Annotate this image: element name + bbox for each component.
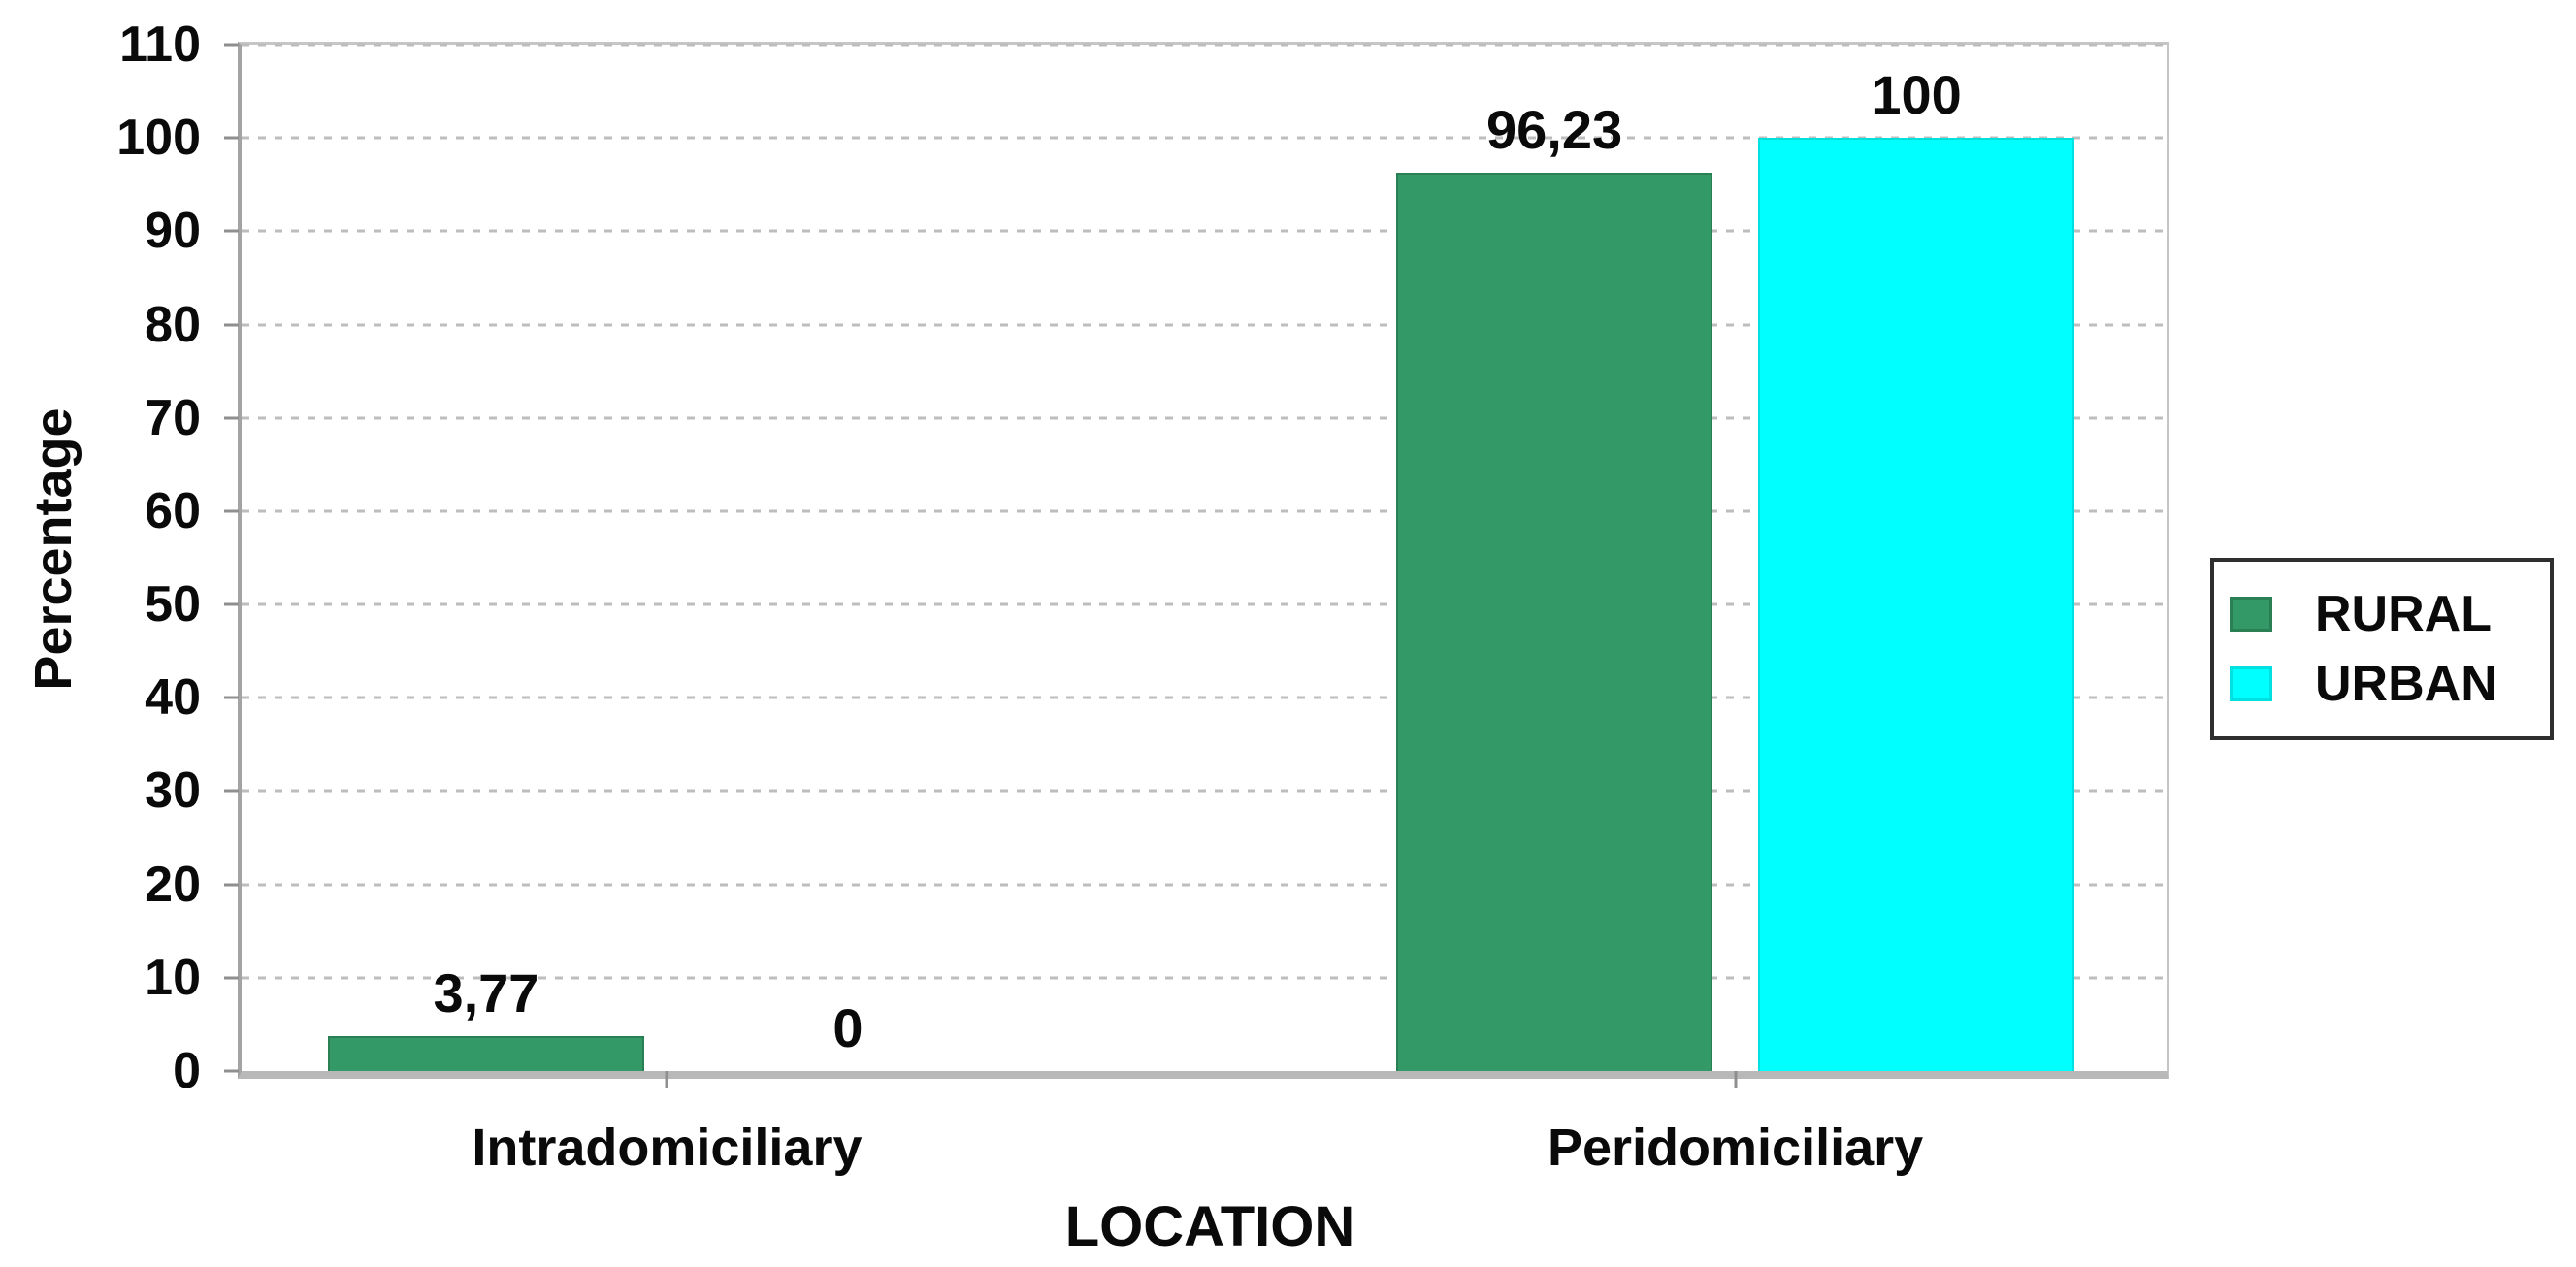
y-tick-70 bbox=[224, 416, 239, 420]
x-tick-peridomiciliary bbox=[1734, 1071, 1738, 1088]
y-tick-50 bbox=[224, 602, 239, 606]
value-label-peridomiciliary-urban: 100 bbox=[1871, 64, 1962, 126]
gridline-30 bbox=[242, 789, 2167, 793]
legend-box: RURAL URBAN bbox=[2210, 558, 2554, 740]
gridline-70 bbox=[242, 416, 2167, 420]
y-tick-10 bbox=[224, 976, 239, 980]
value-label-peridomiciliary-rural: 96,23 bbox=[1486, 99, 1623, 161]
plot-area: 3,77 0 Intradomiciliary 96,23 100 Peridomicil… bbox=[224, 42, 2169, 1174]
y-tick-label-80: 80 bbox=[145, 296, 201, 353]
value-label-intradomiciliary-urban: 0 bbox=[832, 997, 864, 1058]
bar-intradomiciliary-rural bbox=[328, 1035, 644, 1071]
y-tick-110 bbox=[224, 43, 239, 47]
y-tick-label-90: 90 bbox=[145, 203, 201, 260]
gridline-60 bbox=[242, 509, 2167, 513]
category-label-intradomiciliary: Intradomiciliary bbox=[472, 1119, 863, 1177]
y-tick-label-40: 40 bbox=[145, 669, 201, 727]
legend-label-rural: RURAL bbox=[2315, 586, 2492, 642]
gridline-80 bbox=[242, 323, 2167, 327]
y-tick-60 bbox=[224, 509, 239, 513]
gridline-90 bbox=[242, 229, 2167, 233]
y-tick-label-100: 100 bbox=[116, 110, 201, 167]
gridline-20 bbox=[242, 883, 2167, 887]
bar-peridomiciliary-rural bbox=[1396, 173, 1712, 1071]
bar-peridomiciliary-urban bbox=[1758, 138, 2074, 1071]
y-tick-label-30: 30 bbox=[145, 763, 201, 820]
y-tick-30 bbox=[224, 789, 239, 793]
y-tick-40 bbox=[224, 696, 239, 699]
y-tick-100 bbox=[224, 136, 239, 140]
y-tick-90 bbox=[224, 229, 239, 233]
y-tick-label-20: 20 bbox=[145, 856, 201, 913]
y-tick-0 bbox=[224, 1069, 239, 1073]
category-label-peridomiciliary: Peridomiciliary bbox=[1547, 1119, 1924, 1177]
y-tick-label-0: 0 bbox=[173, 1043, 201, 1099]
y-axis-tick-labels: 110 100 90 80 70 60 50 40 30 20 10 0 bbox=[19, 19, 201, 1096]
gridline-40 bbox=[242, 696, 2167, 699]
legend-item-urban: URBAN bbox=[2230, 659, 2550, 709]
x-axis-title: LOCATION bbox=[1064, 1195, 1355, 1258]
legend-label-urban: URBAN bbox=[2315, 656, 2497, 712]
gridline-110 bbox=[242, 43, 2167, 47]
gridline-100 bbox=[242, 136, 2167, 140]
x-tick-intradomiciliary bbox=[665, 1071, 668, 1088]
legend-item-rural: RURAL bbox=[2230, 589, 2550, 639]
y-tick-label-10: 10 bbox=[145, 949, 201, 1006]
y-tick-label-70: 70 bbox=[145, 389, 201, 446]
gridline-50 bbox=[242, 602, 2167, 606]
gridline-10 bbox=[242, 976, 2167, 980]
value-label-intradomiciliary-rural: 3,77 bbox=[433, 961, 539, 1023]
y-tick-80 bbox=[224, 323, 239, 327]
legend-swatch-urban bbox=[2230, 666, 2272, 701]
y-tick-label-60: 60 bbox=[145, 482, 201, 539]
y-tick-20 bbox=[224, 883, 239, 887]
y-tick-label-110: 110 bbox=[119, 16, 201, 73]
y-tick-label-50: 50 bbox=[145, 576, 201, 634]
legend-swatch-rural bbox=[2230, 597, 2272, 632]
